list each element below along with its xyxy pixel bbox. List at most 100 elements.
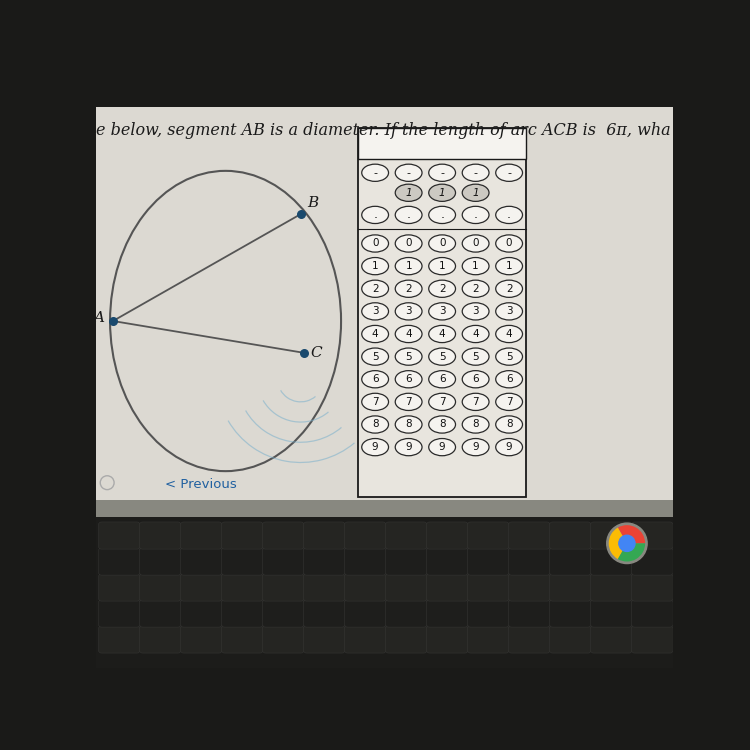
Text: 1: 1 xyxy=(439,261,446,271)
FancyBboxPatch shape xyxy=(427,522,468,549)
FancyBboxPatch shape xyxy=(632,626,673,653)
FancyBboxPatch shape xyxy=(590,574,632,601)
FancyBboxPatch shape xyxy=(632,522,673,549)
FancyBboxPatch shape xyxy=(221,522,263,549)
Text: 7: 7 xyxy=(405,397,412,406)
Text: .: . xyxy=(374,209,377,221)
FancyBboxPatch shape xyxy=(181,626,222,653)
Ellipse shape xyxy=(395,393,422,410)
Text: 6: 6 xyxy=(405,374,412,384)
Text: 3: 3 xyxy=(405,306,412,316)
Ellipse shape xyxy=(496,280,523,297)
FancyBboxPatch shape xyxy=(262,626,304,653)
Text: 5: 5 xyxy=(472,352,479,362)
FancyBboxPatch shape xyxy=(427,626,468,653)
Ellipse shape xyxy=(395,164,422,182)
Text: 1: 1 xyxy=(372,261,379,271)
Ellipse shape xyxy=(462,184,489,202)
FancyBboxPatch shape xyxy=(140,626,181,653)
FancyBboxPatch shape xyxy=(304,522,345,549)
Ellipse shape xyxy=(395,303,422,320)
Text: 8: 8 xyxy=(439,419,446,430)
Bar xyxy=(96,107,674,506)
Ellipse shape xyxy=(395,326,422,343)
Ellipse shape xyxy=(429,439,455,456)
FancyBboxPatch shape xyxy=(262,548,304,575)
FancyBboxPatch shape xyxy=(427,548,468,575)
FancyBboxPatch shape xyxy=(509,600,550,627)
Ellipse shape xyxy=(395,184,422,202)
Text: e below, segment AB is a diameter. If the length of arc ACB is  6π, wha: e below, segment AB is a diameter. If th… xyxy=(96,122,670,139)
FancyBboxPatch shape xyxy=(140,574,181,601)
Ellipse shape xyxy=(496,257,523,274)
FancyBboxPatch shape xyxy=(632,600,673,627)
Text: 4: 4 xyxy=(405,329,412,339)
Text: 8: 8 xyxy=(372,419,379,430)
Ellipse shape xyxy=(395,416,422,433)
Text: 9: 9 xyxy=(506,442,512,452)
Ellipse shape xyxy=(496,326,523,343)
Text: .: . xyxy=(507,209,511,221)
Text: 2: 2 xyxy=(372,284,379,294)
Ellipse shape xyxy=(395,280,422,297)
FancyBboxPatch shape xyxy=(344,600,386,627)
Text: 6: 6 xyxy=(506,374,512,384)
Ellipse shape xyxy=(362,348,388,365)
Point xyxy=(298,346,310,358)
Ellipse shape xyxy=(429,393,455,410)
Ellipse shape xyxy=(429,184,455,202)
FancyBboxPatch shape xyxy=(509,548,550,575)
Ellipse shape xyxy=(496,348,523,365)
Ellipse shape xyxy=(362,303,388,320)
FancyBboxPatch shape xyxy=(262,574,304,601)
FancyBboxPatch shape xyxy=(467,522,509,549)
Ellipse shape xyxy=(362,235,388,252)
Text: 5: 5 xyxy=(506,352,512,362)
FancyBboxPatch shape xyxy=(467,626,509,653)
FancyBboxPatch shape xyxy=(344,574,386,601)
Text: 1: 1 xyxy=(506,261,512,271)
Text: -: - xyxy=(406,168,411,178)
Wedge shape xyxy=(618,543,645,562)
FancyBboxPatch shape xyxy=(181,522,222,549)
FancyBboxPatch shape xyxy=(509,522,550,549)
Ellipse shape xyxy=(395,370,422,388)
Text: 6: 6 xyxy=(472,374,479,384)
FancyBboxPatch shape xyxy=(304,626,345,653)
FancyBboxPatch shape xyxy=(221,574,263,601)
Text: -: - xyxy=(440,168,444,178)
Ellipse shape xyxy=(395,257,422,274)
FancyBboxPatch shape xyxy=(550,626,591,653)
Ellipse shape xyxy=(362,416,388,433)
Ellipse shape xyxy=(496,393,523,410)
Text: 0: 0 xyxy=(406,238,412,248)
Ellipse shape xyxy=(429,257,455,274)
Text: 4: 4 xyxy=(372,329,379,339)
Ellipse shape xyxy=(395,206,422,224)
Text: 9: 9 xyxy=(372,442,379,452)
Text: -: - xyxy=(374,168,377,178)
FancyBboxPatch shape xyxy=(386,626,427,653)
FancyBboxPatch shape xyxy=(304,548,345,575)
Point xyxy=(107,315,119,327)
Text: 3: 3 xyxy=(439,306,446,316)
FancyBboxPatch shape xyxy=(304,574,345,601)
FancyBboxPatch shape xyxy=(386,548,427,575)
FancyBboxPatch shape xyxy=(467,600,509,627)
FancyBboxPatch shape xyxy=(98,574,140,601)
FancyBboxPatch shape xyxy=(427,574,468,601)
Text: 8: 8 xyxy=(506,419,512,430)
FancyBboxPatch shape xyxy=(181,574,222,601)
FancyBboxPatch shape xyxy=(467,574,509,601)
Ellipse shape xyxy=(462,439,489,456)
Text: 2: 2 xyxy=(506,284,512,294)
Ellipse shape xyxy=(395,235,422,252)
Ellipse shape xyxy=(362,439,388,456)
Text: 8: 8 xyxy=(405,419,412,430)
Text: A: A xyxy=(93,311,104,325)
Text: 0: 0 xyxy=(506,238,512,248)
Text: 2: 2 xyxy=(405,284,412,294)
Ellipse shape xyxy=(429,280,455,297)
FancyBboxPatch shape xyxy=(140,600,181,627)
Text: C: C xyxy=(310,346,322,360)
